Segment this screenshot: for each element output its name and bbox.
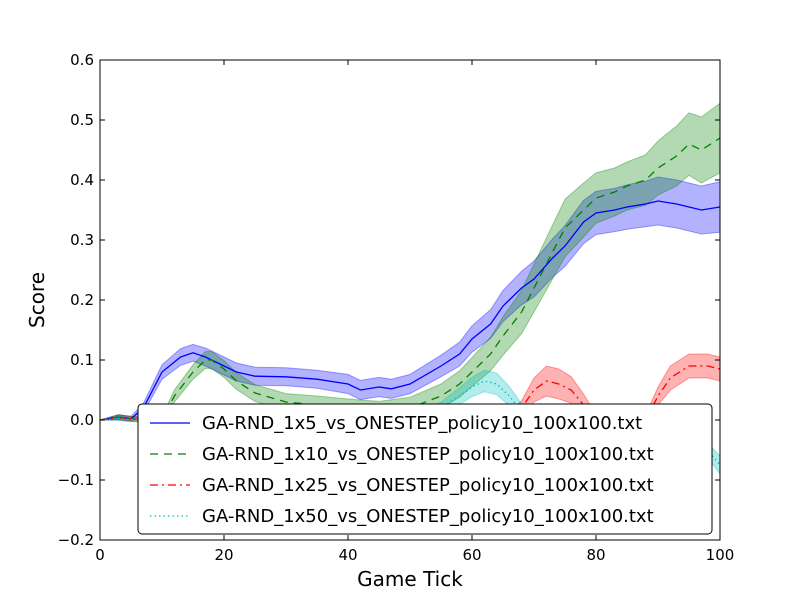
y-axis-title: Score	[25, 272, 49, 328]
x-tick-label: 60	[462, 546, 481, 564]
x-tick-label: 100	[706, 546, 735, 564]
series-2-line	[100, 137, 720, 421]
y-tick-label: 0.1	[70, 351, 94, 369]
x-tick-label: 20	[214, 546, 233, 564]
x-axis-title: Game Tick	[357, 567, 463, 591]
legend-box	[137, 403, 713, 535]
y-tick-label: 0.4	[70, 171, 94, 189]
y-tick-label: 0.0	[70, 411, 94, 429]
legend-label: GA-RND_1x25_vs_ONESTEP_policy10_100x100.…	[202, 475, 654, 496]
y-tick-label: 0.5	[70, 111, 94, 129]
legend-label: GA-RND_1x50_vs_ONESTEP_policy10_100x100.…	[202, 506, 654, 527]
x-tick-label: 0	[95, 546, 105, 564]
y-tick-label: −0.1	[58, 471, 94, 489]
legend: GA-RND_1x5_vs_ONESTEP_policy10_100x100.t…	[137, 403, 713, 535]
axis-ticks: 0 20 40 60 80 100 0.6 0.5 0.4 0.3 0.2 0.1 0.0 −0.1 −0.…	[58, 51, 735, 564]
y-tick-label: 0.2	[70, 291, 94, 309]
x-tick-label: 40	[338, 546, 357, 564]
series-1-line	[100, 200, 720, 421]
y-tick-label: 0.3	[70, 231, 94, 249]
legend-label: GA-RND_1x10_vs_ONESTEP_policy10_100x100.…	[202, 444, 654, 465]
legend-label: GA-RND_1x5_vs_ONESTEP_policy10_100x100.t…	[202, 413, 642, 434]
x-tick-label: 80	[586, 546, 605, 564]
series-1-band	[100, 176, 720, 422]
y-tick-label: −0.2	[58, 531, 94, 549]
y-tick-label: 0.6	[70, 51, 94, 69]
